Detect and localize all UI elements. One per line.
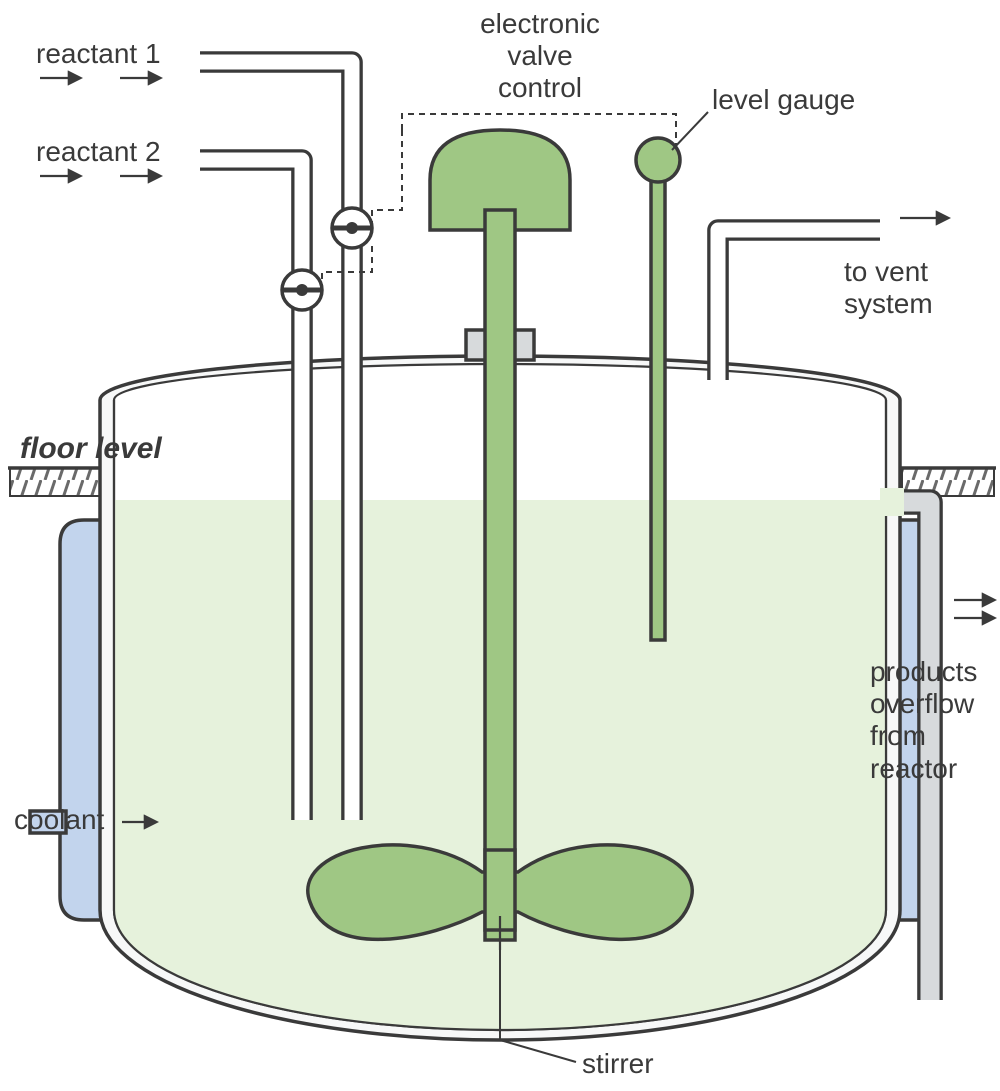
reactor-diagram: reactant 1 reactant 2 electronic valve c…	[0, 0, 1000, 1091]
label-stirrer: stirrer	[582, 1048, 654, 1080]
label-floor-level: floor level	[20, 432, 162, 467]
label-coolant: coolant	[14, 804, 104, 836]
leader-stirrer	[500, 1040, 576, 1062]
label-level-gauge: level gauge	[712, 84, 855, 116]
label-electronic-valve-control: electronic valve control	[430, 8, 650, 105]
label-reactant-1: reactant 1	[36, 38, 161, 70]
label-reactant-2: reactant 2	[36, 136, 161, 168]
label-to-vent-system: to vent system	[844, 256, 933, 320]
level-gauge-rod	[651, 160, 665, 640]
leader-level-gauge	[672, 112, 708, 150]
level-gauge-ball	[636, 138, 680, 182]
stirrer-shaft	[485, 210, 515, 940]
evc-to-valve1	[372, 130, 402, 228]
floor-hatch-left	[10, 468, 100, 496]
label-products-overflow: products overflow from reactor	[870, 656, 977, 785]
